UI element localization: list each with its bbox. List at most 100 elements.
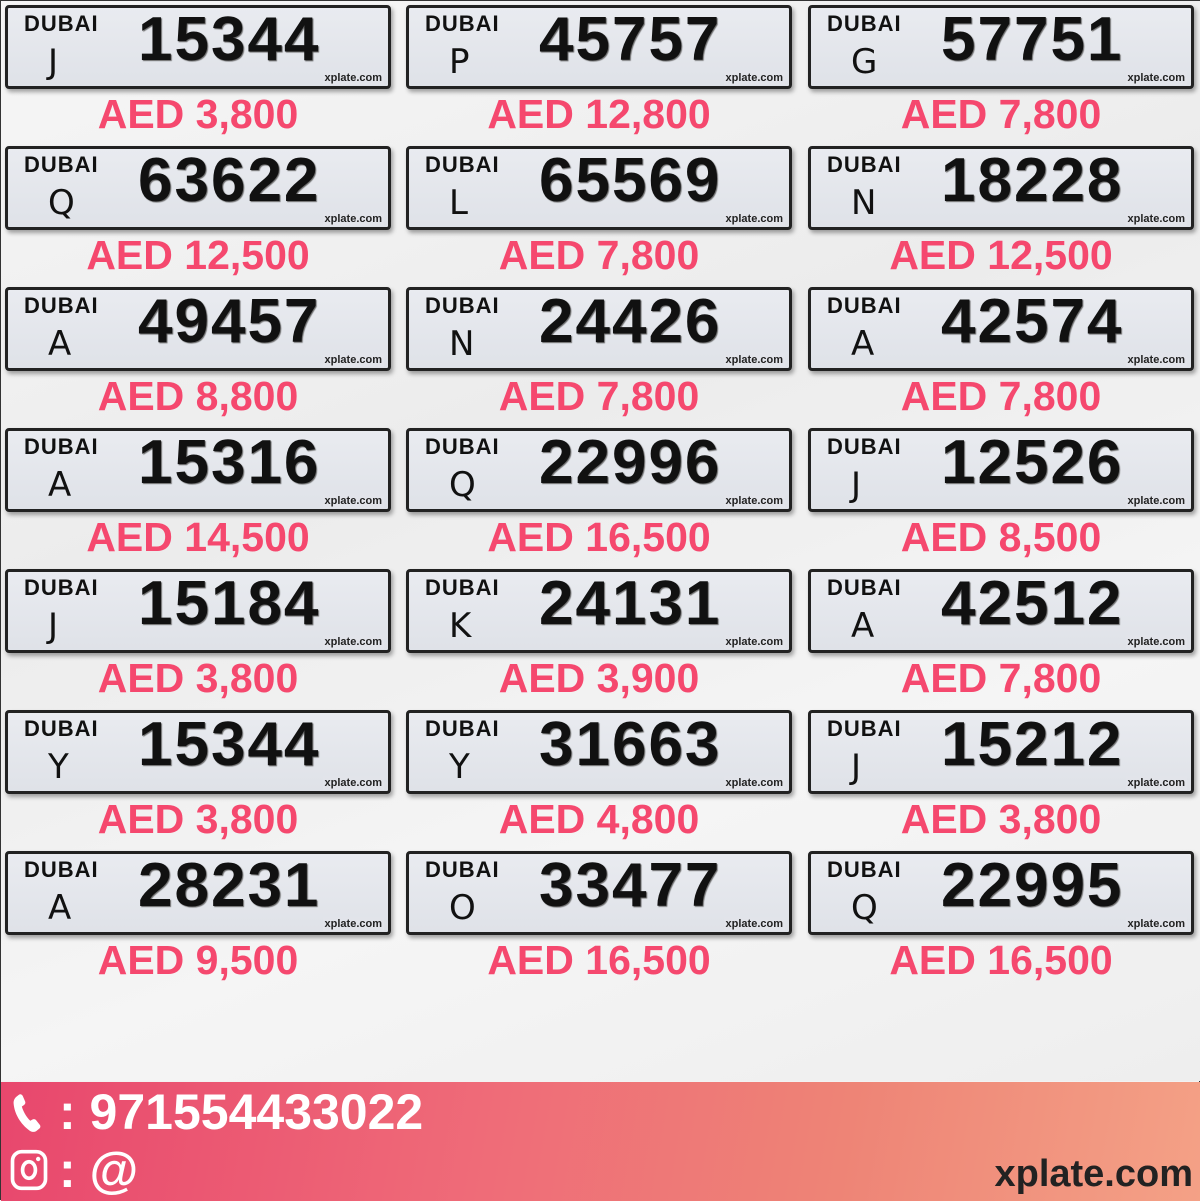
plate-number: 57751 (941, 5, 1124, 74)
plate-watermark: xplate.com (322, 917, 384, 931)
plate-price: AED 7,800 (498, 232, 700, 278)
plate-watermark: xplate.com (723, 494, 785, 508)
plate-listing[interactable]: DUBAI O 33477 xplate.com AED 16,500 (406, 851, 794, 986)
plate-listing[interactable]: DUBAI Q 22995 xplate.com AED 16,500 (808, 851, 1196, 986)
plate-price: AED 16,500 (487, 937, 711, 983)
plate-number: 42574 (941, 287, 1124, 356)
plate-price: AED 4,800 (498, 796, 700, 842)
plate-price: AED 12,500 (86, 232, 310, 278)
plate-letter: Q (449, 465, 476, 505)
plate-letter: J (48, 606, 59, 646)
license-plate: DUBAI A 28231 xplate.com (5, 851, 391, 935)
plate-listing[interactable]: DUBAI J 12526 xplate.com AED 8,500 (808, 428, 1196, 563)
plate-watermark: xplate.com (322, 776, 384, 790)
plate-watermark: xplate.com (322, 635, 384, 649)
plate-price: AED 3,800 (900, 796, 1102, 842)
plate-price: AED 12,800 (487, 91, 711, 137)
dubai-logo: DUBAI (827, 293, 902, 318)
license-plate: DUBAI Q 22996 xplate.com (406, 428, 792, 512)
plate-price: AED 3,800 (97, 655, 299, 701)
plate-price: AED 7,800 (900, 373, 1102, 419)
license-plate: DUBAI N 24426 xplate.com (406, 287, 792, 371)
license-plate: DUBAI O 33477 xplate.com (406, 851, 792, 935)
license-plate: DUBAI K 24131 xplate.com (406, 569, 792, 653)
plate-price: AED 7,800 (498, 373, 700, 419)
instagram-handle[interactable]: : @ (59, 1142, 139, 1198)
plate-number: 15184 (138, 569, 321, 638)
plate-number: 65569 (539, 146, 722, 215)
plate-listing[interactable]: DUBAI Q 63622 xplate.com AED 12,500 (5, 146, 393, 281)
plate-listing[interactable]: DUBAI P 45757 xplate.com AED 12,800 (406, 5, 794, 140)
phone-icon (13, 1094, 41, 1132)
plate-number: 33477 (539, 851, 722, 920)
plate-listing[interactable]: DUBAI J 15184 xplate.com AED 3,800 (5, 569, 393, 704)
license-plate: DUBAI J 15184 xplate.com (5, 569, 391, 653)
plate-letter: Q (48, 183, 75, 223)
plate-price: AED 3,900 (498, 655, 700, 701)
phone-number[interactable]: : 971554433022 (59, 1084, 424, 1140)
plate-listing[interactable]: DUBAI N 24426 xplate.com AED 7,800 (406, 287, 794, 422)
plate-letter: J (851, 465, 862, 505)
license-plate: DUBAI Q 63622 xplate.com (5, 146, 391, 230)
plate-letter: A (851, 606, 875, 646)
plate-listing[interactable]: DUBAI N 18228 xplate.com AED 12,500 (808, 146, 1196, 281)
plate-number: 15344 (138, 710, 321, 779)
dubai-logo: DUBAI (425, 293, 500, 318)
plate-price: AED 7,800 (900, 91, 1102, 137)
license-plate: DUBAI P 45757 xplate.com (406, 5, 792, 89)
plate-listing[interactable]: DUBAI A 28231 xplate.com AED 9,500 (5, 851, 393, 986)
plate-watermark: xplate.com (723, 353, 785, 367)
plate-letter: L (449, 183, 468, 223)
plate-number: 63622 (138, 146, 321, 215)
dubai-logo: DUBAI (827, 575, 902, 600)
dubai-logo: DUBAI (24, 11, 99, 36)
plate-listing[interactable]: DUBAI L 65569 xplate.com AED 7,800 (406, 146, 794, 281)
plate-listing[interactable]: DUBAI J 15344 xplate.com AED 3,800 (5, 5, 393, 140)
plate-letter: A (48, 888, 72, 928)
instagram-icon (10, 1149, 48, 1191)
plate-letter: N (449, 324, 475, 364)
plate-listing[interactable]: DUBAI Q 22996 xplate.com AED 16,500 (406, 428, 794, 563)
plate-number: 24426 (539, 287, 722, 356)
plate-price: AED 14,500 (86, 514, 310, 560)
plate-watermark: xplate.com (723, 212, 785, 226)
plate-listing[interactable]: DUBAI A 42512 xplate.com AED 7,800 (808, 569, 1196, 704)
license-plate: DUBAI Y 31663 xplate.com (406, 710, 792, 794)
plate-watermark: xplate.com (1125, 776, 1187, 790)
plate-listing[interactable]: DUBAI A 15316 xplate.com AED 14,500 (5, 428, 393, 563)
dubai-logo: DUBAI (24, 293, 99, 318)
plate-number: 24131 (539, 569, 722, 638)
plate-listing[interactable]: DUBAI G 57751 xplate.com AED 7,800 (808, 5, 1196, 140)
dubai-logo: DUBAI (24, 434, 99, 459)
plate-number: 42512 (941, 569, 1124, 638)
plate-watermark: xplate.com (322, 71, 384, 85)
plate-watermark: xplate.com (1125, 71, 1187, 85)
dubai-logo: DUBAI (425, 434, 500, 459)
plate-watermark: xplate.com (322, 212, 384, 226)
plate-letter: A (48, 324, 72, 364)
plate-letter: N (851, 183, 877, 223)
plate-letter: J (851, 747, 862, 787)
plate-listing[interactable]: DUBAI K 24131 xplate.com AED 3,900 (406, 569, 794, 704)
plate-listing[interactable]: DUBAI A 42574 xplate.com AED 7,800 (808, 287, 1196, 422)
plate-letter: Y (449, 747, 470, 787)
dubai-logo: DUBAI (24, 857, 99, 882)
dubai-logo: DUBAI (24, 716, 99, 741)
instagram-row: : @ (7, 1142, 138, 1198)
dubai-logo: DUBAI (425, 152, 500, 177)
plate-price: AED 16,500 (889, 937, 1113, 983)
plate-listing[interactable]: DUBAI J 15212 xplate.com AED 3,800 (808, 710, 1196, 845)
plate-price: AED 3,800 (97, 91, 299, 137)
plate-listing[interactable]: DUBAI Y 31663 xplate.com AED 4,800 (406, 710, 794, 845)
plate-watermark: xplate.com (723, 71, 785, 85)
plate-letter: Q (851, 888, 878, 928)
plate-number: 15344 (138, 5, 321, 74)
plate-watermark: xplate.com (322, 353, 384, 367)
plate-listing[interactable]: DUBAI Y 15344 xplate.com AED 3,800 (5, 710, 393, 845)
phone-row: : 971554433022 (7, 1084, 423, 1140)
plate-listing[interactable]: DUBAI A 49457 xplate.com AED 8,800 (5, 287, 393, 422)
plate-number: 31663 (539, 710, 722, 779)
plate-number: 15212 (941, 710, 1124, 779)
plate-price: AED 16,500 (487, 514, 711, 560)
dubai-logo: DUBAI (827, 857, 902, 882)
